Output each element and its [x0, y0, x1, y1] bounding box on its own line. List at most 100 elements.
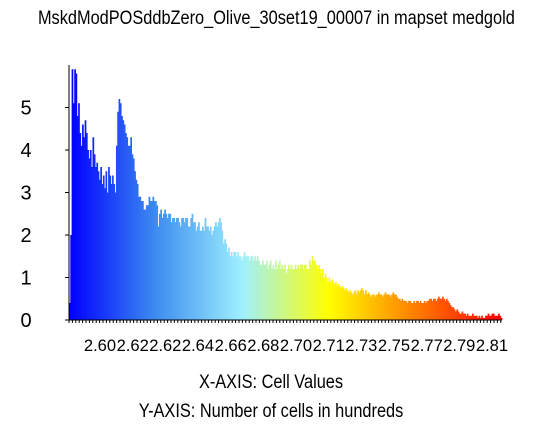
histogram-bar: [238, 256, 241, 320]
histogram-bar: [247, 256, 250, 320]
histogram-bar: [365, 290, 367, 320]
histogram-bar: [362, 290, 365, 320]
histogram-bar: [327, 281, 329, 320]
histogram-bar: [461, 311, 464, 320]
histogram-bar: [408, 300, 410, 321]
histogram-bar: [186, 218, 189, 320]
histogram-bar: [125, 133, 127, 320]
histogram-bar: [112, 175, 114, 320]
histogram-bar: [131, 154, 134, 320]
histogram-bar: [196, 226, 199, 320]
histogram-bar: [376, 294, 379, 320]
histogram-bar: [417, 300, 419, 321]
histogram-bar: [88, 158, 91, 320]
histogram-bar: [320, 273, 323, 320]
histogram-bar: [289, 269, 292, 320]
histogram-bar: [318, 264, 320, 320]
histogram-bar: [187, 226, 190, 320]
histogram-bar: [499, 315, 502, 320]
histogram-bar: [492, 313, 495, 321]
histogram-bar: [178, 222, 181, 320]
histogram-bar: [203, 230, 206, 320]
histogram-bar: [310, 264, 312, 320]
histogram-bar: [183, 222, 186, 320]
histogram-bar: [311, 256, 314, 320]
histogram-bar: [110, 184, 113, 320]
histogram-bar: [355, 294, 358, 320]
histogram-bar: [460, 313, 462, 321]
histogram-bar: [217, 222, 220, 320]
histogram-bar: [466, 313, 469, 321]
histogram-bar: [158, 213, 161, 320]
histogram-bar: [134, 171, 136, 320]
x-tick-label: 2.64: [182, 336, 214, 355]
histogram-bar: [80, 145, 83, 320]
histogram-bar: [338, 286, 341, 320]
histogram-bar: [130, 137, 132, 320]
histogram-bar: [123, 124, 126, 320]
histogram-bar: [228, 247, 230, 320]
histogram-bar: [166, 218, 169, 320]
histogram-bar: [169, 213, 172, 320]
histogram-bar: [357, 290, 359, 320]
histogram-bar: [113, 184, 116, 320]
histogram-bar: [487, 313, 490, 321]
histogram-bar: [207, 226, 209, 320]
histogram-bar: [302, 269, 305, 320]
histogram-bar: [237, 252, 239, 320]
histogram-bar: [453, 309, 456, 321]
histogram-bar: [452, 307, 455, 320]
histogram-bar: [301, 264, 303, 320]
histogram-bar: [444, 300, 447, 321]
histogram-bar: [156, 205, 159, 320]
histogram-bar: [285, 273, 288, 320]
histogram-bar: [307, 269, 310, 320]
histogram-bar: [173, 218, 176, 320]
x-tick-label: 2.62: [117, 336, 149, 355]
histogram-bar: [485, 315, 487, 320]
y-axis-title: Y-AXIS: Number of cells in hundreds: [138, 401, 404, 422]
histogram-bar: [363, 294, 366, 320]
x-tick-label: 2.73: [345, 336, 377, 355]
histogram-bar: [164, 209, 166, 320]
histogram-bar: [95, 167, 97, 320]
histogram-bar: [202, 226, 204, 320]
histogram-bar: [263, 264, 266, 320]
histogram-bar: [109, 175, 112, 320]
histogram-bar: [161, 218, 164, 320]
histogram-bar: [101, 184, 104, 320]
histogram-bar: [72, 103, 75, 320]
x-tick-label: 2.68: [247, 336, 279, 355]
histogram-bar: [105, 171, 108, 320]
histogram-bar: [396, 296, 399, 321]
histogram-bar: [83, 137, 86, 320]
histogram-bar: [276, 269, 279, 320]
histogram-bar: [395, 294, 397, 320]
histogram-bar: [122, 120, 125, 320]
histogram-bar: [319, 269, 322, 320]
histogram-bar: [85, 133, 88, 320]
histogram-bar: [402, 300, 405, 321]
histogram-bar: [208, 230, 211, 320]
histogram-bar: [170, 222, 173, 320]
histogram-bar: [142, 201, 144, 320]
histogram-bar: [367, 292, 370, 321]
histogram-bar: [232, 256, 234, 320]
histogram-bar: [340, 288, 342, 321]
histogram-bar: [445, 298, 448, 320]
histogram-bar: [115, 145, 118, 320]
histogram-bar: [215, 222, 217, 320]
histogram-bar: [331, 279, 333, 321]
histogram-bar: [378, 292, 380, 321]
histogram-bar: [128, 145, 131, 320]
histogram-bar: [322, 269, 324, 320]
histogram-bar: [290, 264, 293, 320]
histogram-bar: [375, 294, 378, 320]
histogram-bar: [500, 317, 503, 321]
histogram-bar: [314, 260, 316, 320]
histogram-bar: [332, 281, 335, 320]
histogram-bar: [382, 296, 384, 321]
histogram-bar: [147, 205, 149, 320]
histogram-bar: [97, 171, 100, 320]
histogram-bar: [151, 201, 153, 320]
